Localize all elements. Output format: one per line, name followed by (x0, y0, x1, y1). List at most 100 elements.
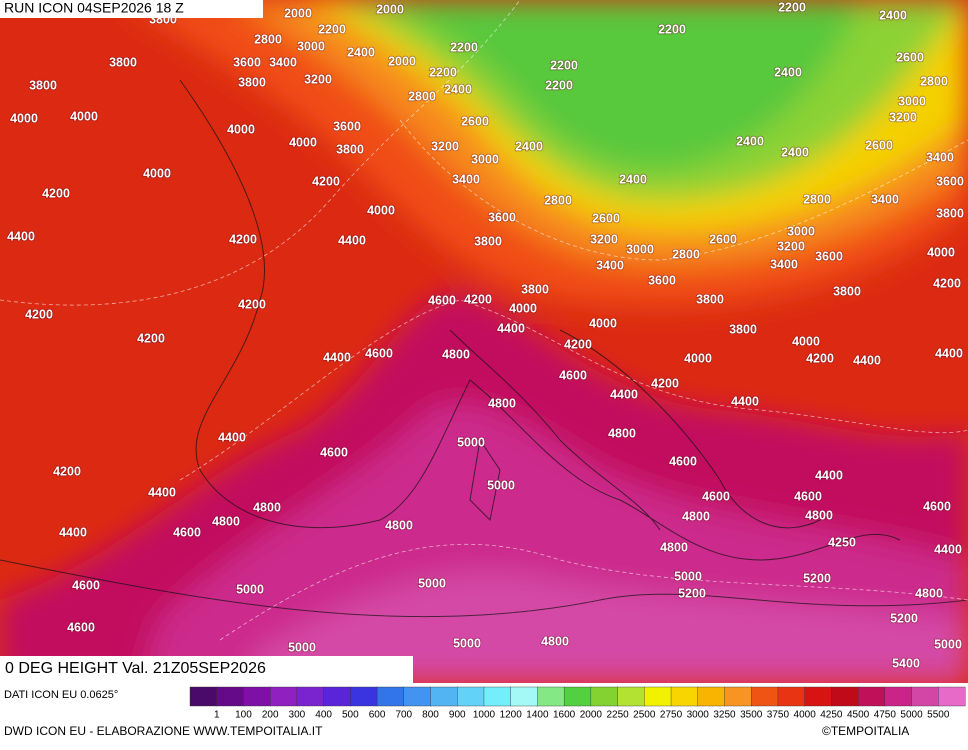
contour-label: 5200 (803, 571, 831, 585)
contour-label: 4800 (442, 347, 470, 361)
contour-label: 4200 (137, 331, 165, 345)
colorbar-swatch (430, 686, 458, 707)
colorbar-label: 1600 (553, 710, 576, 721)
contour-label: 4600 (923, 499, 951, 513)
colorbar-label: 1000 (473, 710, 496, 721)
contour-label: 3800 (474, 234, 502, 248)
contour-label: 3800 (521, 282, 549, 296)
colorbar-label: 4750 (874, 710, 897, 721)
contour-label: 2600 (709, 232, 737, 246)
contour-lines (0, 0, 968, 641)
colorbar-label: 600 (369, 710, 386, 721)
contour-label: 2600 (592, 211, 620, 225)
contour-label: 3000 (626, 242, 654, 256)
contour-label: 4600 (173, 525, 201, 539)
contour-label: 4000 (589, 316, 617, 330)
colorbar-swatch (777, 686, 806, 707)
colorbar-label: 500 (342, 710, 359, 721)
contour-label: 4200 (564, 337, 592, 351)
contour-label: 2800 (254, 32, 282, 46)
contour-label: 4800 (541, 634, 569, 648)
contour-label: 5000 (487, 478, 515, 492)
colorbar-swatch (323, 686, 351, 707)
contour-label: 2400 (879, 8, 907, 22)
contour-label: 4400 (853, 353, 881, 367)
contour-label: 2400 (347, 45, 375, 59)
contour-label: 4000 (143, 166, 171, 180)
contour-label: 2800 (920, 74, 948, 88)
contour-label: 2600 (896, 50, 924, 64)
colorbar-label: 1200 (500, 710, 523, 721)
contour-label: 2600 (461, 114, 489, 128)
contour-label: 4000 (289, 135, 317, 149)
contour-label: 4800 (385, 518, 413, 532)
contour-label: 4800 (253, 500, 281, 514)
contour-label: 4000 (509, 301, 537, 315)
colorbar-label: 3000 (687, 710, 710, 721)
coastlines (0, 79, 968, 618)
colorbar-swatch (243, 686, 271, 707)
contour-label: 3600 (233, 55, 261, 69)
colorbar-swatch (884, 686, 913, 707)
contour-label: 4000 (10, 111, 38, 125)
colorbar-label: 2250 (606, 710, 629, 721)
contour-label: 5200 (890, 611, 918, 625)
contour-label: 4400 (610, 387, 638, 401)
contour-label: 4800 (660, 540, 688, 554)
contour-label: 3800 (336, 142, 364, 156)
contour-label: 2000 (376, 2, 404, 16)
contour-label: 5000 (934, 637, 962, 651)
contour-label: 2800 (408, 89, 436, 103)
contour-label: 2200 (658, 22, 686, 36)
contour-label: 5000 (236, 582, 264, 596)
contour-label: 4200 (25, 307, 53, 321)
contour-label: 3200 (304, 72, 332, 86)
contour-label: 3000 (297, 39, 325, 53)
colorbar-swatch (590, 686, 619, 707)
contour-label: 5200 (678, 586, 706, 600)
contour-label: 4800 (915, 586, 943, 600)
colorbar-swatch (938, 686, 966, 707)
colorbar-swatch (216, 686, 244, 707)
colorbar-swatch (644, 686, 672, 707)
colorbar-label: 4250 (820, 710, 843, 721)
contour-label: 3400 (926, 150, 954, 164)
credit-label: DWD ICON EU - ELABORAZIONE WWW.TEMPOITAL… (4, 724, 323, 738)
contour-label: 2200 (429, 65, 457, 79)
contour-label: 3200 (590, 232, 618, 246)
colorbar-label: 5500 (927, 710, 950, 721)
contour-label: 2400 (619, 172, 647, 186)
contour-label: 4200 (229, 232, 257, 246)
contour-label: 4000 (927, 245, 955, 259)
colorbar-label: 3250 (713, 710, 736, 721)
colorbar-swatch (457, 686, 485, 707)
colorbar-swatch (751, 686, 779, 707)
colorbar-label: 200 (262, 710, 279, 721)
contour-label: 2400 (774, 65, 802, 79)
contour-label: 4000 (70, 109, 98, 123)
colorbar-label: 400 (315, 710, 332, 721)
contour-label: 3000 (787, 224, 815, 238)
contour-label: 3200 (889, 110, 917, 124)
contour-label: 3600 (488, 210, 516, 224)
colorbar-label: 4500 (847, 710, 870, 721)
contour-label: 4200 (464, 292, 492, 306)
contour-label: 4000 (367, 203, 395, 217)
contour-label: 3800 (696, 292, 724, 306)
contour-label: 3600 (333, 119, 361, 133)
contour-label: 3400 (871, 192, 899, 206)
contour-label: 3000 (898, 94, 926, 108)
contour-label: 2200 (550, 58, 578, 72)
contour-label: 3000 (471, 152, 499, 166)
contour-label: 5400 (892, 656, 920, 670)
contour-label: 2400 (444, 82, 472, 96)
contour-label: 2600 (865, 138, 893, 152)
colorbar-swatch (510, 686, 538, 707)
contour-label: 4200 (53, 464, 81, 478)
colorbar-label: 800 (422, 710, 439, 721)
contour-label: 3800 (833, 284, 861, 298)
contour-label: 3600 (648, 273, 676, 287)
contour-label: 4200 (312, 174, 340, 188)
contour-label: 2000 (284, 6, 312, 20)
